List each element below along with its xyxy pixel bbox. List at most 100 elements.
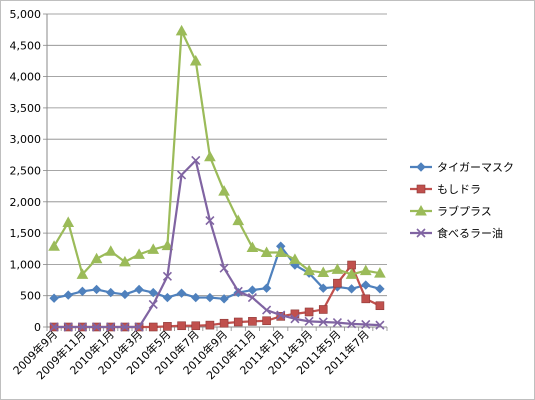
y-tick-label: 4,500 — [10, 39, 42, 52]
y-tick-label: 1,500 — [10, 227, 42, 240]
y-tick-label: 4,000 — [10, 71, 42, 84]
series — [49, 155, 385, 332]
data-point — [262, 316, 271, 326]
data-point — [104, 245, 117, 256]
data-point — [331, 263, 344, 274]
data-point — [233, 317, 243, 327]
data-point — [77, 286, 88, 297]
data-point — [106, 322, 116, 332]
data-point — [76, 268, 89, 279]
data-point — [177, 170, 187, 180]
data-point — [48, 240, 60, 251]
data-point — [148, 322, 158, 332]
data-point — [346, 284, 357, 294]
y-tick-label: 500 — [20, 290, 41, 303]
data-point — [77, 322, 87, 332]
data-point — [347, 319, 357, 329]
data-point — [233, 287, 243, 298]
y-tick-label: 2,000 — [10, 196, 42, 209]
data-point — [191, 292, 201, 303]
data-point — [205, 216, 215, 226]
data-point — [218, 185, 230, 196]
data-point — [260, 246, 273, 258]
data-point — [49, 322, 59, 332]
data-point — [134, 322, 144, 332]
legend-label: もしドラ — [437, 183, 481, 196]
data-point — [219, 318, 229, 328]
data-point — [261, 283, 272, 293]
data-point — [345, 268, 358, 279]
data-point — [318, 305, 328, 314]
data-point — [318, 283, 328, 293]
data-point — [375, 301, 385, 311]
gridlines — [47, 13, 387, 297]
data-point — [162, 271, 172, 281]
data-point — [191, 321, 201, 331]
legend-entry: 食べるラー油 — [410, 226, 503, 240]
data-point — [375, 284, 385, 294]
series-line — [54, 159, 380, 329]
x-axis-ticks: 2009年9月2009年11月2010年1月2010年3月2010年5月2010… — [10, 327, 372, 382]
y-tick-label: 2,500 — [10, 165, 42, 178]
data-point — [247, 293, 257, 303]
legend-label: タイガーマスク — [437, 161, 514, 174]
data-point — [49, 293, 59, 303]
series — [49, 241, 385, 304]
data-point — [162, 292, 173, 303]
data-point — [304, 316, 314, 326]
data-point — [134, 284, 144, 295]
data-point — [415, 204, 427, 216]
data-point — [262, 305, 272, 315]
data-point — [375, 320, 385, 330]
legend-label: ラブプラス — [437, 204, 492, 218]
data-point — [62, 216, 75, 227]
data-point — [120, 322, 130, 332]
data-point — [63, 290, 73, 300]
data-point — [374, 267, 386, 278]
data-point — [163, 322, 172, 331]
series — [48, 24, 386, 279]
data-point — [148, 287, 158, 298]
data-point — [333, 278, 342, 288]
data-point — [147, 243, 160, 254]
data-point — [361, 319, 371, 330]
data-point — [361, 294, 371, 304]
y-tick-label: 3,000 — [10, 133, 42, 146]
data-point — [119, 255, 131, 267]
data-point — [91, 284, 102, 295]
data-point — [276, 310, 286, 320]
y-tick-label: 5,000 — [10, 8, 42, 21]
data-point — [290, 314, 300, 324]
legend-label: 食べるラー油 — [437, 226, 503, 240]
data-point — [361, 280, 371, 290]
data-point — [416, 184, 426, 194]
data-point — [120, 289, 130, 300]
data-point — [176, 288, 187, 298]
data-point — [191, 155, 201, 166]
data-point — [318, 317, 328, 327]
data-point — [246, 241, 259, 252]
y-tick-label: 0 — [34, 321, 41, 334]
legend-entry: タイガーマスク — [410, 161, 514, 174]
data-point — [175, 24, 188, 36]
data-point — [289, 253, 301, 264]
y-tick-label: 1,000 — [10, 258, 42, 271]
data-point — [90, 252, 103, 264]
data-point — [416, 162, 426, 172]
data-point — [347, 260, 356, 270]
y-tick-label: 3,500 — [10, 102, 42, 115]
series-group — [48, 24, 386, 332]
data-point — [106, 287, 116, 298]
data-point — [274, 246, 287, 258]
data-point — [63, 322, 73, 332]
data-point — [317, 266, 330, 278]
data-point — [148, 299, 158, 310]
legend-entry: もしドラ — [410, 183, 481, 196]
data-point — [205, 320, 215, 330]
legend-entry: ラブプラス — [410, 204, 492, 218]
series-line — [53, 245, 381, 300]
data-point — [92, 322, 102, 332]
